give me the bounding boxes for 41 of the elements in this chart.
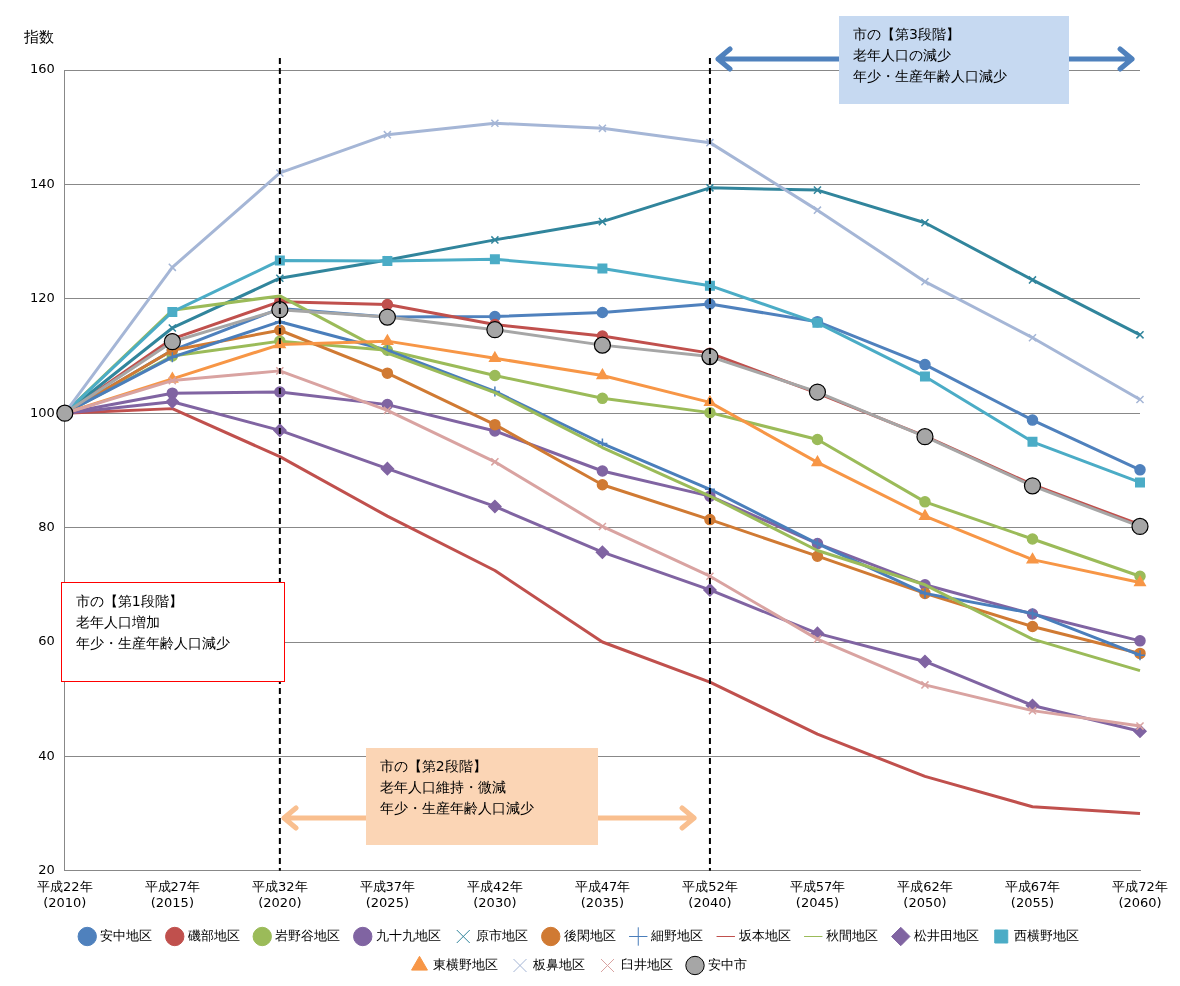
- x-tick-label: 平成32年 (2020): [252, 878, 308, 910]
- x-tick-label: 平成67年 (2055): [1004, 878, 1061, 910]
- y-tick-label: 100: [29, 404, 55, 420]
- y-tick-label: 120: [29, 290, 55, 306]
- legend-label: 松井田地区: [913, 927, 979, 943]
- note-box: 市の【第2段階】老年人口維持・微減年少・生産年齢人口減少: [365, 747, 598, 845]
- annotation: 市の【第2段階】老年人口維持・微減年少・生産年齢人口減少: [379, 756, 535, 818]
- x-tick-label: 平成52年 (2040): [682, 878, 738, 910]
- x-tick-label: 平成27年 (2015): [144, 878, 201, 910]
- x-tick-label: 平成37年 (2025): [359, 878, 416, 910]
- y-tick-label: 80: [38, 518, 55, 534]
- legend-label: 後閑地区: [563, 927, 616, 943]
- legend-label: 原市地区: [476, 927, 529, 943]
- note-box: 市の【第1段階】老年人口増加年少・生産年齢人口減少: [60, 581, 285, 682]
- x-tick-label: 平成62年 (2050): [897, 878, 953, 910]
- legend-label: 安中市: [708, 956, 747, 972]
- y-tick-label: 140: [29, 175, 55, 191]
- legend-label: 西横野地区: [1014, 927, 1080, 943]
- x-tick-label: 平成22年 (2010): [37, 878, 93, 910]
- legend-label: 板鼻地区: [532, 956, 585, 972]
- legend-label: 細野地区: [650, 927, 704, 943]
- x-tick-label: 平成72年 (2060): [1112, 878, 1168, 910]
- x-tick-label: 平成47年 (2035): [574, 878, 631, 910]
- note-box: 市の【第3段階】老年人口の減少年少・生産年齢人口減少: [838, 15, 1069, 104]
- legend-label: 臼井地区: [620, 956, 673, 972]
- x-tick-label: 平成57年 (2045): [789, 878, 846, 910]
- legend-label: 東横野地区: [432, 956, 498, 972]
- y-tick-label: 40: [38, 747, 55, 763]
- y-tick-label: 160: [29, 61, 55, 77]
- legend-label: 坂本地区: [737, 927, 791, 943]
- legend-label: 九十九地区: [375, 927, 441, 943]
- y-tick-label: 60: [38, 633, 55, 649]
- legend-label: 岩野谷地区: [275, 927, 341, 943]
- annotation: 市の【第3段階】老年人口の減少年少・生産年齢人口減少: [852, 24, 1008, 86]
- legend-label: 安中地区: [100, 927, 153, 943]
- legend-label: 秋間地区: [826, 927, 879, 943]
- y-axis-title: 指数: [24, 28, 54, 47]
- legend-label: 磯部地区: [186, 927, 240, 943]
- annotation: 市の【第1段階】老年人口増加年少・生産年齢人口減少: [75, 591, 231, 653]
- x-tick-label: 平成42年 (2030): [467, 878, 523, 910]
- y-tick-label: 20: [38, 862, 55, 878]
